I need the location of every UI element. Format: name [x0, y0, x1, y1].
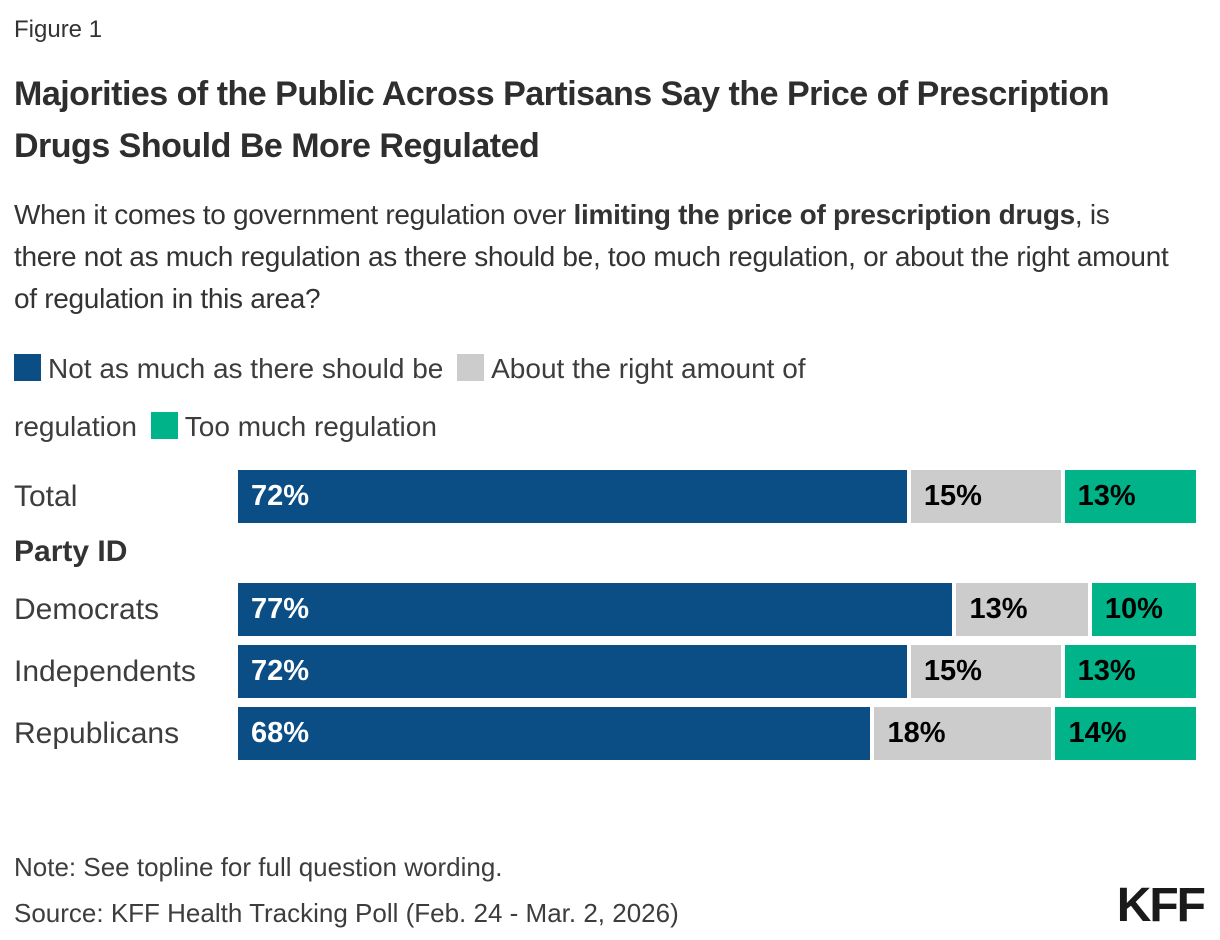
stacked-bar: 77% 13% 10% — [238, 583, 1196, 636]
bar-segment: 77% — [238, 583, 953, 636]
stacked-bar-chart: Total 72% 15% 13% Party ID Democrats 77% 13% 10%… — [14, 470, 1197, 760]
source-text: Source: KFF Health Tracking Poll (Feb. 2… — [14, 898, 679, 928]
legend-item: About the right amount of regulation — [14, 353, 806, 442]
legend-item: Not as much as there should be — [14, 353, 443, 384]
bar-segment: 15% — [910, 645, 1061, 698]
question-prefix: When it comes to government regulation o… — [14, 199, 574, 230]
legend-swatch-icon — [457, 354, 485, 381]
stacked-bar: 72% 15% 13% — [238, 645, 1197, 698]
bar-segment: 72% — [238, 470, 907, 523]
stacked-bar: 68% 18% 14% — [238, 707, 1197, 760]
bar-segment: 18% — [874, 707, 1052, 760]
legend-swatch-icon — [14, 354, 41, 381]
bar-row-total: Total 72% 15% 13% — [14, 470, 1197, 523]
bar-segment: 13% — [1064, 470, 1197, 523]
category-label: Total — [14, 479, 78, 513]
category-label: Independents — [14, 654, 196, 688]
bar-row-republicans: Republicans 68% 18% 14% — [14, 707, 1197, 760]
bar-segment: 13% — [956, 583, 1088, 636]
bar-segment: 14% — [1055, 707, 1197, 760]
figure-label: Figure 1 — [14, 16, 103, 43]
stacked-bar: 72% 15% 13% — [238, 470, 1197, 523]
category-label: Republicans — [14, 716, 180, 750]
bar-segment: 13% — [1064, 645, 1197, 698]
question-text: When it comes to government regulation o… — [14, 194, 1174, 320]
legend-item: Too much regulation — [150, 411, 437, 442]
bar-segment: 68% — [238, 707, 871, 760]
note-text: Note: See topline for full question word… — [14, 852, 503, 882]
chart-legend: Not as much as there should be About the… — [14, 340, 934, 456]
bar-row-democrats: Democrats 77% 13% 10% — [14, 583, 1196, 636]
group-heading: Party ID — [14, 535, 128, 568]
page-title: Majorities of the Public Across Partisan… — [14, 75, 1110, 165]
bar-segment: 15% — [910, 470, 1061, 523]
category-label: Democrats — [14, 592, 160, 626]
kff-logo: KFF — [1116, 879, 1206, 932]
bar-row-independents: Independents 72% 15% 13% — [14, 645, 1197, 698]
bar-segment: 10% — [1091, 583, 1196, 636]
question-suffix: , is there not as much regulation as the… — [14, 199, 1169, 314]
legend-label: Too much regulation — [184, 411, 437, 442]
question-bold-phrase: limiting the price of prescription drugs — [573, 199, 1076, 230]
bar-segment: 72% — [238, 645, 907, 698]
legend-label: Not as much as there should be — [48, 353, 444, 384]
legend-label: About the right amount of regulation — [14, 353, 806, 442]
legend-swatch-icon — [150, 412, 178, 439]
